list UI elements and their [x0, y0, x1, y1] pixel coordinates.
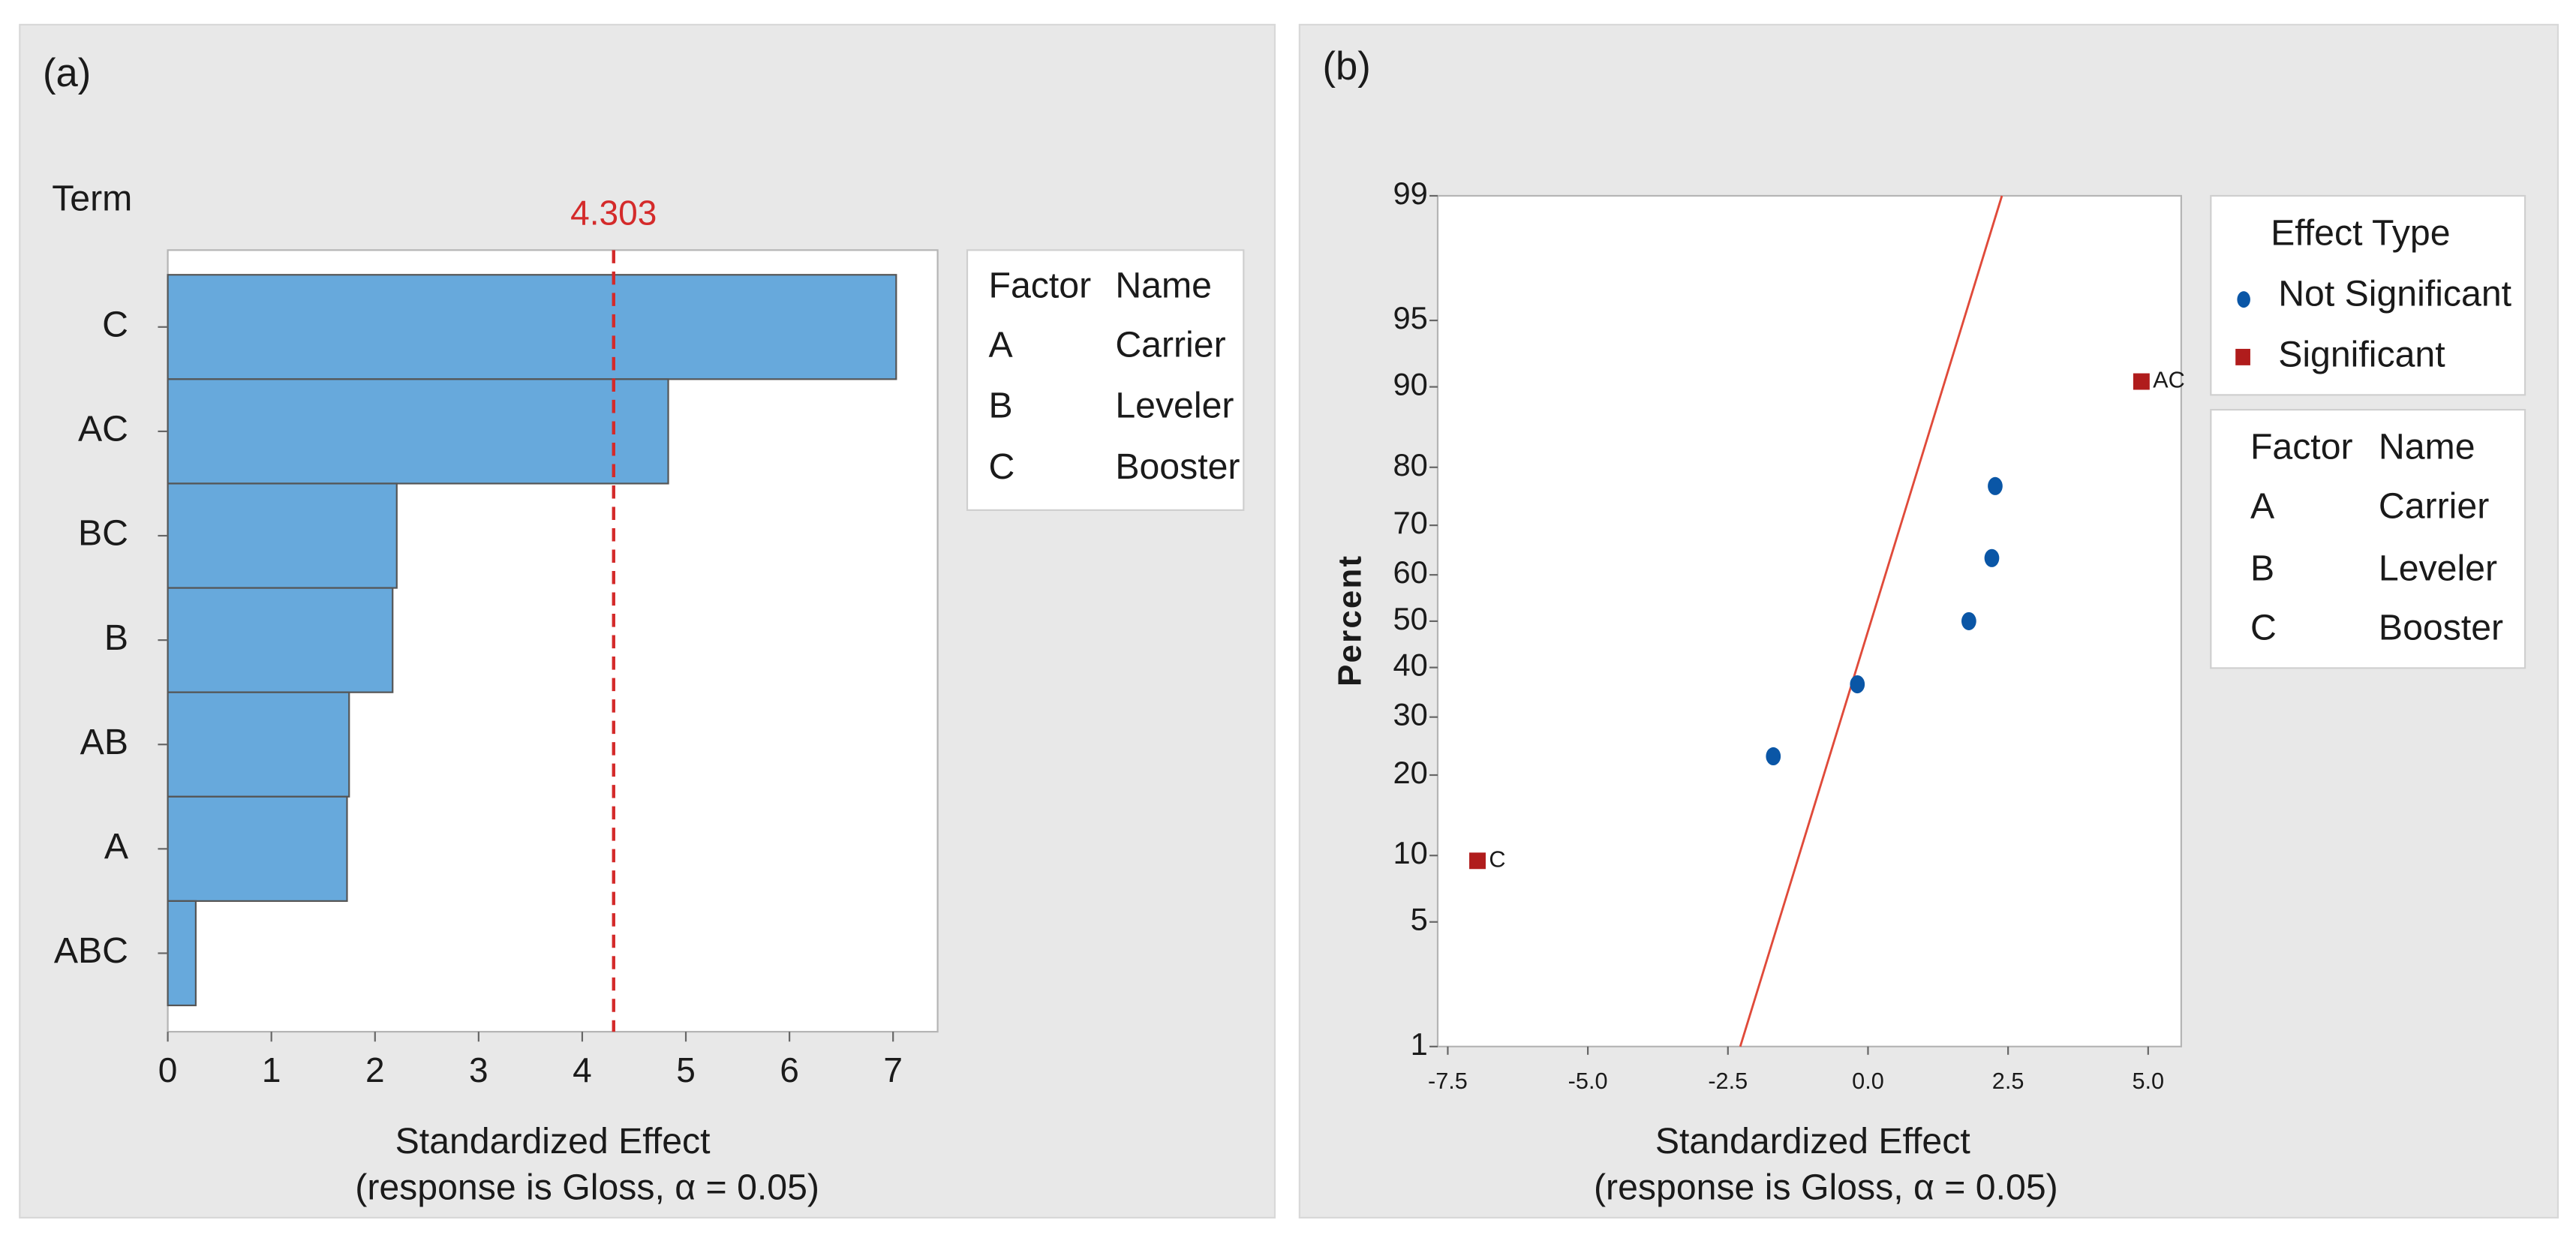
point: [1469, 852, 1486, 870]
y-tick-label: BC: [78, 513, 128, 554]
point: [1766, 747, 1781, 766]
table-header: Name: [2379, 426, 2475, 467]
y-tick-label: 30: [1393, 697, 1428, 732]
table-cell: Carrier: [1115, 324, 1225, 365]
x-tick-label: 6: [780, 1050, 799, 1089]
x-tick-label: 2.5: [1992, 1068, 2024, 1094]
bar: [167, 482, 398, 589]
bar: [167, 900, 197, 1007]
point-label: AC: [2153, 367, 2185, 393]
y-tick-label: 40: [1393, 648, 1428, 683]
bar: [167, 795, 348, 902]
x-tick-label: 4: [573, 1050, 592, 1089]
legend-label: Not Significant: [2278, 273, 2511, 314]
legend-box: [2210, 408, 2526, 669]
x-tick-label: -5.0: [1568, 1068, 1608, 1094]
y-tick-label: C: [102, 305, 128, 345]
table-cell: Booster: [1115, 446, 1240, 487]
point-label: C: [1489, 846, 1505, 872]
table-cell: Booster: [2379, 608, 2503, 648]
y-tick-label: 80: [1393, 447, 1428, 482]
reference-label: 4.303: [570, 193, 657, 232]
y-axis-title: Percent: [1332, 554, 1369, 687]
y-tick-label: 20: [1393, 755, 1428, 790]
x-axis-title: Standardized Effect: [1655, 1121, 1970, 1161]
table-cell: B: [2250, 548, 2274, 589]
y-tick-label: ABC: [54, 930, 128, 971]
x-tick-label: 3: [469, 1050, 488, 1089]
x-axis-subtitle: (response is Gloss, α = 0.05): [355, 1167, 819, 1207]
y-tick-label: 90: [1393, 367, 1428, 402]
point: [1988, 476, 2003, 495]
table-cell: Leveler: [1115, 386, 1234, 426]
x-tick-label: 7: [883, 1050, 903, 1089]
x-tick-label: 5.0: [2132, 1068, 2164, 1094]
x-tick-label: 5: [676, 1050, 696, 1089]
bar: [167, 587, 394, 693]
table-cell: C: [2250, 608, 2277, 648]
y-tick-label: 50: [1393, 601, 1428, 636]
table-header: Name: [1115, 266, 1212, 306]
y-tick-label: 10: [1393, 835, 1428, 870]
table-header: Factor: [2250, 426, 2353, 467]
table-cell: A: [2250, 485, 2275, 526]
x-tick-label: 1: [262, 1050, 281, 1089]
table-cell: B: [989, 386, 1013, 426]
y-tick-label: 5: [1411, 902, 1428, 937]
fit-line: [1739, 195, 2003, 1047]
x-tick-label: 0: [158, 1050, 178, 1089]
point: [2133, 373, 2150, 390]
bar: [167, 274, 897, 380]
table-cell: Carrier: [2379, 485, 2489, 526]
y-tick-label: B: [104, 617, 128, 658]
table-cell: C: [989, 446, 1015, 487]
legend-swatch: [2235, 348, 2250, 365]
panel-label: (b): [1323, 44, 1371, 89]
y-tick-label: 95: [1393, 300, 1428, 335]
x-tick-label: -7.5: [1428, 1068, 1468, 1094]
plot-area: [1436, 194, 2182, 1047]
y-tick-label: A: [104, 826, 129, 867]
y-tick-label: AC: [78, 409, 128, 449]
bar: [167, 691, 350, 798]
table-cell: Leveler: [2379, 548, 2497, 589]
x-axis-title: Standardized Effect: [395, 1121, 711, 1161]
point: [1961, 611, 1976, 630]
y-tick-label: 70: [1393, 505, 1428, 540]
table-header: Factor: [989, 266, 1092, 306]
x-axis-subtitle: (response is Gloss, α = 0.05): [1594, 1167, 2058, 1207]
legend-label: Significant: [2278, 335, 2445, 375]
table-cell: A: [989, 324, 1014, 365]
y-tick-label: 99: [1393, 176, 1428, 211]
y-tick-label: 1: [1411, 1026, 1428, 1062]
legend-swatch: [2237, 291, 2250, 308]
y-tick-label: 60: [1393, 554, 1428, 590]
bar: [167, 378, 669, 485]
y-tick-label: AB: [80, 722, 128, 762]
legend-box: [966, 249, 1245, 511]
x-tick-label: -2.5: [1708, 1068, 1748, 1094]
legend-title: Effect Type: [2271, 212, 2450, 253]
legend-box: [2210, 194, 2526, 396]
point: [1850, 675, 1865, 694]
x-tick-label: 2: [365, 1050, 385, 1089]
x-tick-label: 0.0: [1852, 1068, 1884, 1094]
panel-label: (a): [43, 51, 91, 95]
axis-title: Term: [52, 178, 132, 218]
point: [1984, 548, 2000, 567]
